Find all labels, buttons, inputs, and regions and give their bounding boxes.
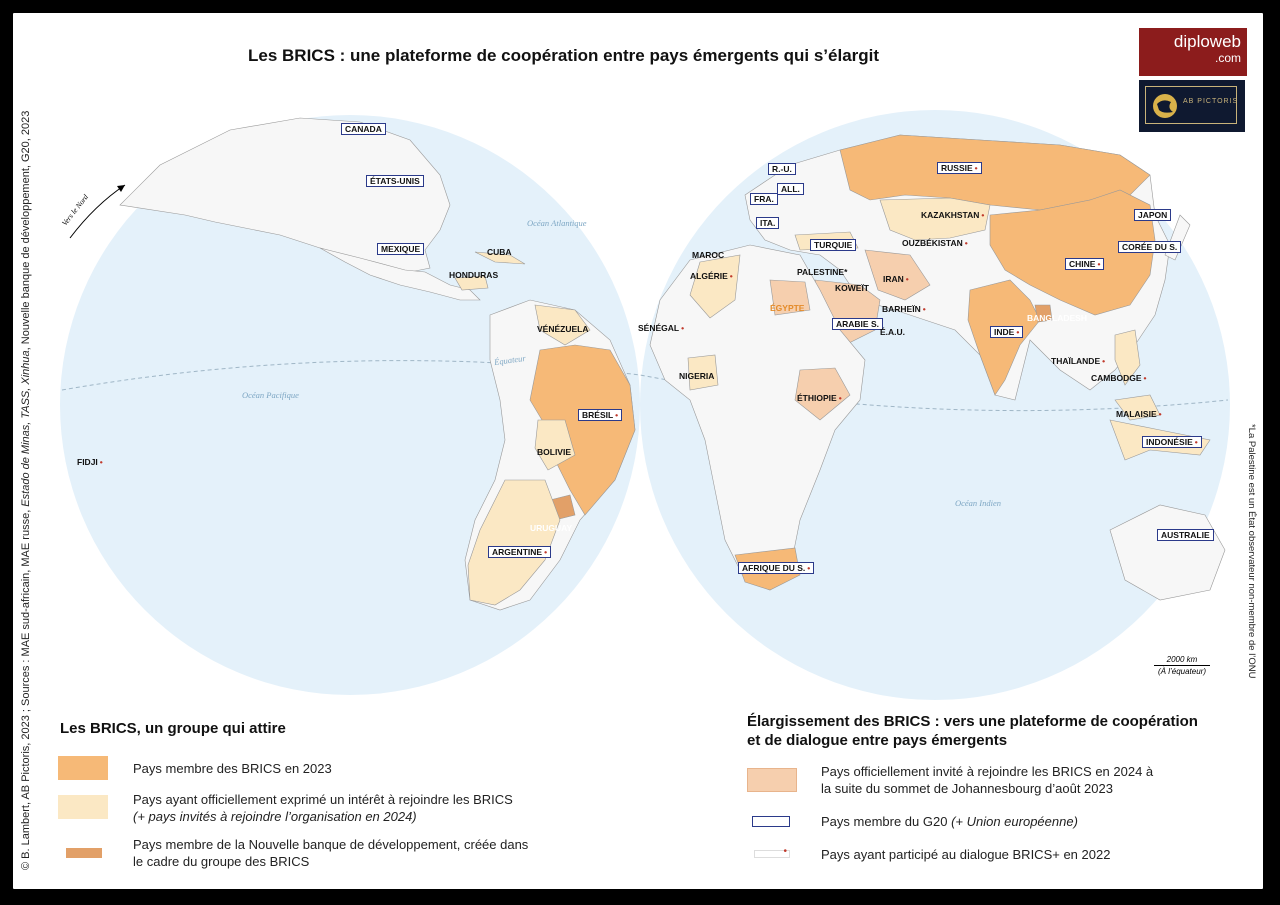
legend-right-heading: Élargissement des BRICS : vers une plate… bbox=[747, 713, 1198, 749]
swatch-invited bbox=[747, 768, 797, 792]
atlantic-ocean-label: Océan Atlantique bbox=[527, 218, 587, 228]
label-south-korea: CORÉE DU S. bbox=[1118, 241, 1182, 253]
label-turkey: TURQUIE bbox=[810, 239, 857, 251]
label-usa: ÉTATS-UNIS bbox=[366, 175, 424, 187]
north-america-land bbox=[119, 117, 451, 273]
scale-note: (À l’équateur) bbox=[1157, 667, 1207, 676]
label-morocco: MAROC bbox=[692, 250, 725, 260]
scale-line bbox=[1154, 665, 1210, 666]
label-senegal: SÉNÉGAL bbox=[638, 323, 684, 333]
bangladesh-land bbox=[1034, 304, 1053, 323]
label-kuwait: KOWEÏT bbox=[835, 283, 869, 293]
abpictoris-logo[interactable]: AB PICTORIS bbox=[1139, 80, 1245, 132]
cuba-land bbox=[474, 251, 526, 265]
bolivia-land bbox=[534, 419, 576, 471]
label-bangladesh: BANGLADESH bbox=[1027, 313, 1087, 323]
label-china: CHINE bbox=[1065, 258, 1105, 270]
label-nigeria: NIGERIA bbox=[679, 371, 715, 381]
equator-line bbox=[61, 360, 1229, 412]
label-italy: ITA. bbox=[756, 217, 780, 229]
label-mexico: MEXIQUE bbox=[377, 243, 425, 255]
legend-g20: Pays membre du G20 (+ Union européenne) bbox=[821, 814, 1078, 829]
label-fiji: FIDJI bbox=[77, 457, 103, 467]
label-uae: É.A.U. bbox=[880, 327, 906, 337]
swatch-g20 bbox=[752, 816, 790, 827]
abpictoris-name: AB PICTORIS bbox=[1183, 98, 1239, 105]
diploweb-logo[interactable]: diploweb .com bbox=[1139, 28, 1247, 76]
honduras-land bbox=[454, 275, 489, 291]
diploweb-name: diploweb bbox=[1173, 32, 1241, 51]
label-indonesia: INDONÉSIE bbox=[1142, 436, 1202, 448]
label-cambodia: CAMBODGE bbox=[1091, 373, 1147, 383]
label-bolivia: BOLIVIE bbox=[537, 447, 572, 457]
label-france: FRA. bbox=[750, 193, 778, 205]
label-germany: ALL. bbox=[777, 183, 804, 195]
nigeria-land bbox=[687, 354, 719, 391]
label-egypt: ÉGYPTE bbox=[770, 303, 805, 313]
label-japan: JAPON bbox=[1134, 209, 1172, 221]
scale-value: 2000 km bbox=[1166, 655, 1198, 664]
legend-ndb: Pays membre de la Nouvelle banque de dév… bbox=[133, 837, 529, 869]
abpictoris-frame bbox=[1145, 86, 1237, 124]
label-bahrain: BARHEÏN bbox=[882, 304, 926, 314]
swatch-ndb bbox=[66, 848, 102, 858]
label-australia: AUSTRALIE bbox=[1157, 529, 1214, 541]
diploweb-tld: .com bbox=[1214, 51, 1241, 65]
map-title: Les BRICS : une plateforme de coopératio… bbox=[248, 46, 880, 65]
legend-brics-member: Pays membre des BRICS en 2023 bbox=[133, 761, 332, 776]
label-saudi: ARABIE S. bbox=[832, 318, 883, 330]
argentina-land bbox=[467, 479, 561, 606]
swatch-brics-member bbox=[58, 756, 108, 780]
palestine-note: *La Palestine est un État observateur no… bbox=[1246, 424, 1257, 679]
label-palestine: PALESTINE* bbox=[797, 267, 848, 277]
swatch-interest bbox=[58, 795, 108, 819]
north-arrow-head bbox=[117, 185, 125, 192]
pacific-ocean-label: Océan Pacifique bbox=[242, 390, 299, 400]
globe-icon bbox=[1153, 94, 1177, 118]
label-uruguay: URUGUAY bbox=[530, 523, 573, 533]
label-uzbekistan: OUZBÉKISTAN bbox=[902, 238, 968, 248]
label-canada: CANADA bbox=[341, 123, 386, 135]
swatch-dialogue: • bbox=[754, 846, 790, 858]
label-kazakhstan: KAZAKHSTAN bbox=[921, 210, 984, 220]
indian-ocean-label: Océan Indien bbox=[955, 498, 1002, 508]
legend-interest: Pays ayant officiellement exprimé un int… bbox=[133, 792, 513, 824]
label-thailand: THAÏLANDE bbox=[1051, 356, 1105, 366]
egypt-land bbox=[769, 279, 811, 316]
credit-line: © B. Lambert, AB Pictoris, 2023 ; Source… bbox=[20, 110, 32, 870]
venezuela-land bbox=[534, 304, 591, 346]
label-cuba: CUBA bbox=[487, 247, 512, 257]
label-iran: IRAN bbox=[883, 274, 909, 284]
legend-invited: Pays officiellement invité à rejoindre l… bbox=[821, 764, 1154, 796]
mexico-land bbox=[319, 247, 481, 301]
label-south-africa: AFRIQUE DU S. bbox=[738, 562, 815, 574]
label-algeria: ALGÉRIE bbox=[690, 271, 733, 281]
label-ethiopia: ÉTHIOPIE bbox=[797, 393, 842, 403]
label-uk: R.-U. bbox=[768, 163, 796, 175]
label-brazil: BRÉSIL bbox=[578, 409, 623, 421]
legend-dialogue: Pays ayant participé au dialogue BRICS+ … bbox=[821, 847, 1111, 862]
label-argentina: ARGENTINE bbox=[488, 546, 552, 558]
label-india: INDE bbox=[990, 326, 1024, 338]
label-russia: RUSSIE bbox=[937, 162, 982, 174]
label-malaysia: MALAISIE bbox=[1116, 409, 1162, 419]
label-honduras: HONDURAS bbox=[449, 270, 499, 280]
scale-bar: 2000 km (À l’équateur) bbox=[1150, 655, 1214, 676]
australia-land bbox=[1109, 504, 1226, 601]
label-venezuela: VÉNÉZUELA bbox=[537, 324, 589, 334]
legend-left-heading: Les BRICS, un groupe qui attire bbox=[60, 720, 286, 737]
china-land bbox=[989, 189, 1156, 316]
